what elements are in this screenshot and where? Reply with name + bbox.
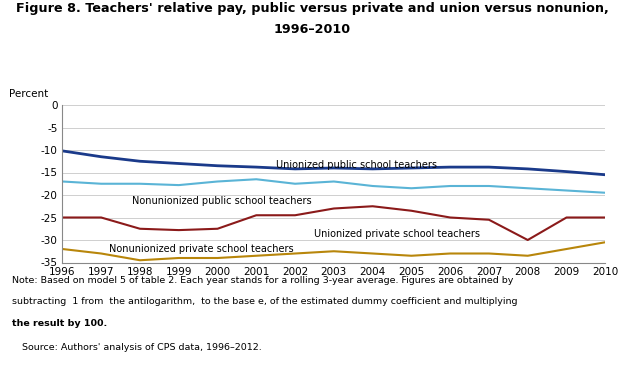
Text: Nonunionized public school teachers: Nonunionized public school teachers bbox=[132, 196, 312, 206]
Text: Unionized private school teachers: Unionized private school teachers bbox=[314, 229, 480, 239]
Text: Percent: Percent bbox=[9, 89, 49, 99]
Text: Nonunionized private school teachers: Nonunionized private school teachers bbox=[109, 244, 293, 254]
Text: subtracting  1 from  the antilogarithm,  to the base e, of the estimated dummy c: subtracting 1 from the antilogarithm, to… bbox=[12, 297, 518, 306]
Text: Note: Based on model 5 of table 2. Each year stands for a rolling 3-year average: Note: Based on model 5 of table 2. Each … bbox=[12, 276, 514, 285]
Text: 1996–2010: 1996–2010 bbox=[273, 23, 351, 36]
Text: Source: Authors' analysis of CPS data, 1996–2012.: Source: Authors' analysis of CPS data, 1… bbox=[22, 343, 261, 352]
Text: Figure 8. Teachers' relative pay, public versus private and union versus nonunio: Figure 8. Teachers' relative pay, public… bbox=[16, 2, 608, 15]
Text: Unionized public school teachers: Unionized public school teachers bbox=[276, 160, 437, 170]
Text: the result by 100.: the result by 100. bbox=[12, 319, 108, 328]
